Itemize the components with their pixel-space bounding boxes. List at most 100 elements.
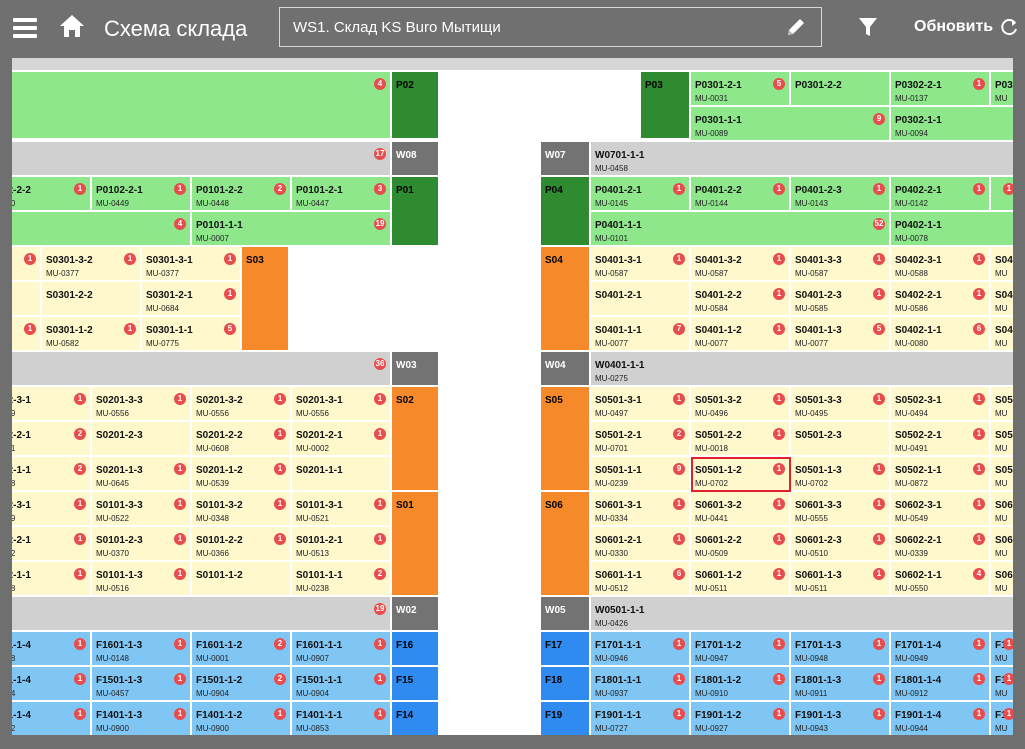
- storage-cell-P0401-2-3[interactable]: P0401-2-3 MU-0143 1: [791, 177, 891, 212]
- storage-cell-F17[interactable]: F17MU1: [991, 632, 1013, 667]
- storage-cell-S0502-1-1[interactable]: S0502-1-1 MU-0872 1: [891, 457, 991, 492]
- storage-cell-S0501-2-3[interactable]: S0501-2-3: [791, 422, 891, 457]
- storage-cell-P0101-1-1[interactable]: P0101-1-1 MU-0007 19: [192, 212, 392, 247]
- storage-cell-02-2-1[interactable]: 02-2-1 382 1: [12, 527, 92, 562]
- storage-cell-P0402-1-1[interactable]: P0402-1-1 MU-0078: [891, 212, 1013, 247]
- storage-cell-W05[interactable]: W05: [541, 597, 591, 632]
- storage-cell[interactable]: 36: [12, 352, 392, 387]
- storage-cell-S0502-3-1[interactable]: S0502-3-1 MU-0494 1: [891, 387, 991, 422]
- storage-cell-S04[interactable]: S04 MU: [991, 282, 1013, 317]
- storage-cell-S05[interactable]: S05 MU: [991, 457, 1013, 492]
- storage-cell-F1901-1-3[interactable]: F1901-1-3 MU-0943 1: [791, 702, 891, 735]
- storage-cell-S0101-3-2[interactable]: S0101-3-2 MU-0348 1: [192, 492, 292, 527]
- storage-cell-S0401-2-1[interactable]: S0401-2-1: [591, 282, 691, 317]
- storage-cell-F1801-1-1[interactable]: F1801-1-1 MU-0937 1: [591, 667, 691, 702]
- storage-cell-P03[interactable]: P03: [641, 72, 691, 140]
- storage-cell-S05[interactable]: S05 MU: [991, 422, 1013, 457]
- storage-cell-F1701-1-3[interactable]: F1701-1-3 MU-0948 1: [791, 632, 891, 667]
- storage-cell-P0402-2-1[interactable]: P0402-2-1 MU-0142 1: [891, 177, 991, 212]
- storage-cell-F1801-1-3[interactable]: F1801-1-3 MU-0911 1: [791, 667, 891, 702]
- storage-cell[interactable]: [12, 282, 42, 317]
- storage-cell-S0501-3-2[interactable]: S0501-3-2 MU-0496 1: [691, 387, 791, 422]
- storage-cell-P0302-2-1[interactable]: P0302-2-1 MU-0137 1: [891, 72, 991, 107]
- storage-cell-S0101-1-3[interactable]: S0101-1-3 MU-0516 1: [92, 562, 192, 597]
- storage-cell-S0301-1-1[interactable]: S0301-1-1 MU-0775 5: [142, 317, 242, 352]
- storage-cell-S0101-3-1[interactable]: S0101-3-1 MU-0521 1: [292, 492, 392, 527]
- storage-cell-S0101-2-3[interactable]: S0101-2-3 MU-0370 1: [92, 527, 192, 562]
- storage-cell-P0401-2-2[interactable]: P0401-2-2 MU-0144 1: [691, 177, 791, 212]
- storage-cell-S0301-3-2[interactable]: S0301-3-2 MU-0377 1: [42, 247, 142, 282]
- storage-cell-S06[interactable]: S06 MU: [991, 492, 1013, 527]
- storage-cell-01-1-4[interactable]: 01-1-4 764 1: [12, 667, 92, 702]
- storage-cell-S0602-1-1[interactable]: S0602-1-1 MU-0550 4: [891, 562, 991, 597]
- storage-cell-S0601-3-1[interactable]: S0601-3-1 MU-0334 1: [591, 492, 691, 527]
- storage-cell-F17[interactable]: F17: [541, 632, 591, 667]
- storage-cell-F1401-1-3[interactable]: F1401-1-3 MU-0900 1: [92, 702, 192, 735]
- storage-cell-S0301-2-1[interactable]: S0301-2-1 MU-0684 1: [142, 282, 242, 317]
- storage-cell-F1401-1-1[interactable]: F1401-1-1 MU-0853 1: [292, 702, 392, 735]
- storage-cell-F1801-1-4[interactable]: F1801-1-4 MU-0912 1: [891, 667, 991, 702]
- storage-cell-S0401-3-1[interactable]: S0401-3-1 MU-0587 1: [591, 247, 691, 282]
- storage-cell-S0601-3-2[interactable]: S0601-3-2 MU-0441 1: [691, 492, 791, 527]
- storage-cell-P0302-1-1[interactable]: P0302-1-1 MU-0094: [891, 107, 1013, 142]
- storage-cell-F1901-1-2[interactable]: F1901-1-2 MU-0927 1: [691, 702, 791, 735]
- storage-cell[interactable]: 4: [12, 72, 392, 140]
- storage-cell-F1401-1-2[interactable]: F1401-1-2 MU-0900 1: [192, 702, 292, 735]
- storage-cell-P0301-2-1[interactable]: P0301-2-1 MU-0031 5: [691, 72, 791, 107]
- storage-cell-S0601-3-3[interactable]: S0601-3-3 MU-0555 1: [791, 492, 891, 527]
- storage-cell-S0402-1-1[interactable]: S0402-1-1 MU-0080 6: [891, 317, 991, 352]
- hamburger-icon[interactable]: [13, 18, 37, 38]
- storage-cell-S0101-1-1[interactable]: S0101-1-1 MU-0238 2: [292, 562, 392, 597]
- storage-cell-S0201-2-1[interactable]: S0201-2-1 MU-0002 1: [292, 422, 392, 457]
- storage-cell-S0101-3-3[interactable]: S0101-3-3 MU-0522 1: [92, 492, 192, 527]
- storage-cell-F19[interactable]: F19: [541, 702, 591, 735]
- storage-cell-S0402-3-1[interactable]: S0402-3-1 MU-0588 1: [891, 247, 991, 282]
- storage-cell[interactable]: 17: [12, 142, 392, 177]
- storage-cell-S0401-3-2[interactable]: S0401-3-2 MU-0587 1: [691, 247, 791, 282]
- storage-cell-S0101-2-2[interactable]: S0101-2-2 MU-0366 1: [192, 527, 292, 562]
- storage-cell[interactable]: 1: [12, 317, 42, 352]
- storage-cell-F1601-1-2[interactable]: F1601-1-2 MU-0001 2: [192, 632, 292, 667]
- storage-cell-S0601-2-1[interactable]: S0601-2-1 MU-0330 1: [591, 527, 691, 562]
- storage-cell-W04[interactable]: W04: [541, 352, 591, 387]
- storage-cell[interactable]: 1: [991, 177, 1013, 212]
- storage-cell-S0501-1-1[interactable]: S0501-1-1 MU-0239 9: [591, 457, 691, 492]
- storage-cell-S0401-2-3[interactable]: S0401-2-3 MU-0585 1: [791, 282, 891, 317]
- storage-cell-S0402-2-1[interactable]: S0402-2-1 MU-0586 1: [891, 282, 991, 317]
- storage-cell-F1501-1-1[interactable]: F1501-1-1 MU-0904 1: [292, 667, 392, 702]
- warehouse-selector[interactable]: WS1. Склад KS Buro Мытищи: [279, 7, 822, 47]
- storage-cell-S0401-2-2[interactable]: S0401-2-2 MU-0584 1: [691, 282, 791, 317]
- storage-cell-S0201-2-3[interactable]: S0201-2-3: [92, 422, 192, 457]
- storage-cell-S0201-3-3[interactable]: S0201-3-3 MU-0556 1: [92, 387, 192, 422]
- storage-cell-F1701-1-4[interactable]: F1701-1-4 MU-0949 1: [891, 632, 991, 667]
- storage-cell-W0401-1-1[interactable]: W0401-1-1 MU-0275: [591, 352, 1013, 387]
- storage-cell-F14[interactable]: F14: [392, 702, 440, 735]
- storage-cell-02-3-1[interactable]: 02-3-1 349 1: [12, 387, 92, 422]
- storage-cell-S02[interactable]: S02: [392, 387, 440, 492]
- storage-cell-F1601-1-1[interactable]: F1601-1-1 MU-0907 1: [292, 632, 392, 667]
- storage-cell-F1901-1-1[interactable]: F1901-1-1 MU-0727 1: [591, 702, 691, 735]
- storage-cell-S0501-2-2[interactable]: S0501-2-2 MU-0018 1: [691, 422, 791, 457]
- storage-cell-S06[interactable]: S06 MU: [991, 562, 1013, 597]
- storage-cell[interactable]: 19: [12, 597, 392, 632]
- storage-cell-F18[interactable]: F18MU1: [991, 667, 1013, 702]
- storage-cell-W03[interactable]: W03: [392, 352, 440, 387]
- storage-cell-S04[interactable]: S04 MU: [991, 317, 1013, 352]
- storage-cell-S05[interactable]: S05 MU: [991, 387, 1013, 422]
- storage-cell-P01[interactable]: P01: [392, 177, 440, 247]
- refresh-button[interactable]: Обновить: [914, 17, 1019, 37]
- storage-cell-01-1-4[interactable]: 01-1-4 058 1: [12, 632, 92, 667]
- storage-cell-02-2-2[interactable]: 02-2-2 450 1: [12, 177, 92, 212]
- storage-cell-S0601-2-2[interactable]: S0601-2-2 MU-0509 1: [691, 527, 791, 562]
- storage-cell-S06[interactable]: S06: [541, 492, 591, 597]
- storage-cell-S05[interactable]: S05: [541, 387, 591, 492]
- storage-cell-F1701-1-1[interactable]: F1701-1-1 MU-0946 1: [591, 632, 691, 667]
- storage-cell-02-1-1[interactable]: 02-1-1 518 1: [12, 562, 92, 597]
- storage-cell-F1501-1-3[interactable]: F1501-1-3 MU-0457 1: [92, 667, 192, 702]
- storage-cell-02-1-1[interactable]: 02-1-1 558 2: [12, 457, 92, 492]
- storage-cell-F18[interactable]: F18: [541, 667, 591, 702]
- storage-cell-S0601-1-1[interactable]: S0601-1-1 MU-0512 6: [591, 562, 691, 597]
- storage-cell-S0401-1-2[interactable]: S0401-1-2 MU-0077 1: [691, 317, 791, 352]
- storage-cell-P03[interactable]: P03 MU: [991, 72, 1013, 107]
- storage-cell-S0501-3-3[interactable]: S0501-3-3 MU-0495 1: [791, 387, 891, 422]
